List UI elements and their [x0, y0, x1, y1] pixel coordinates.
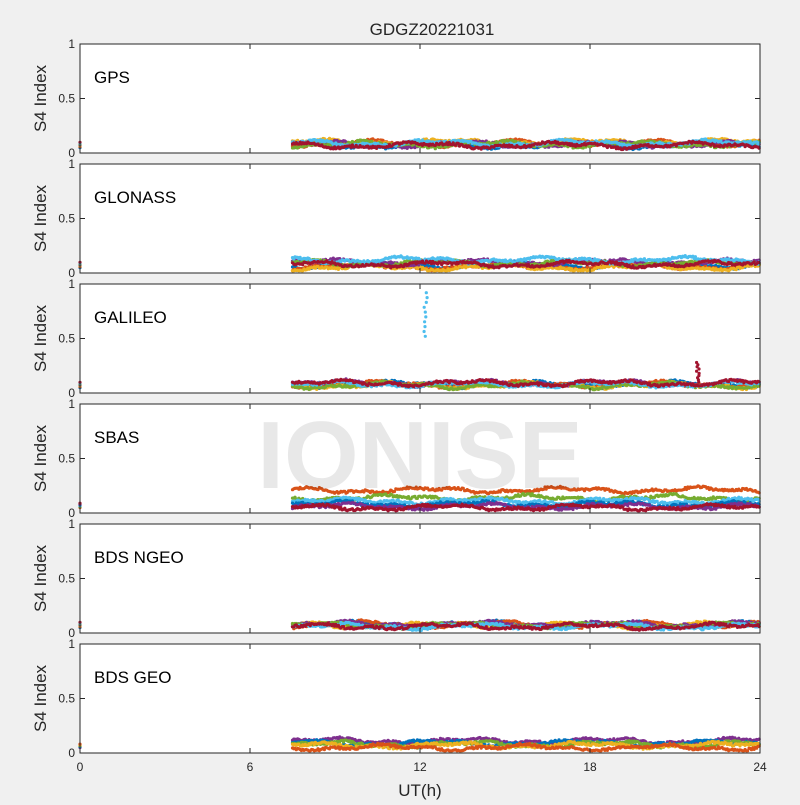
plot-area-glonass — [80, 164, 760, 273]
panel-label-gps: GPS — [94, 68, 130, 87]
plot-area-gps — [80, 44, 760, 153]
y-axis-label: S4 Index — [31, 64, 50, 132]
y-tick-label: 0.5 — [58, 92, 75, 106]
y-tick-label: 1 — [68, 37, 75, 51]
